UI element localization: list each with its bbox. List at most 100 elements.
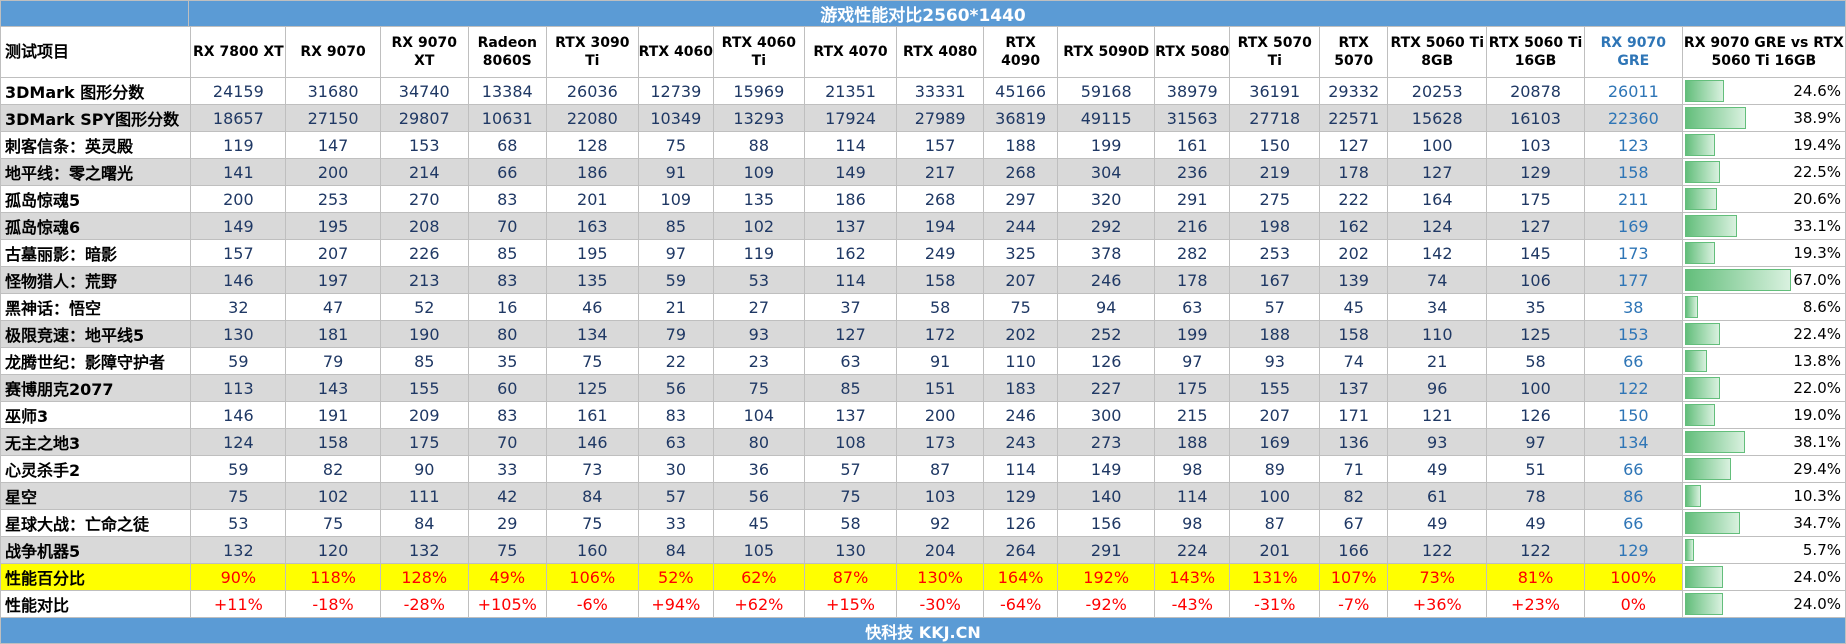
data-cell: 195 [285, 212, 381, 240]
data-cell: 135 [545, 266, 639, 294]
data-cell: 146 [190, 401, 287, 429]
table-row: 孤岛惊魂6 149 195 208 70 163 85 102 137 194 244 292 216 1… [0, 212, 1846, 240]
data-cell: 104 [713, 401, 805, 429]
data-cell: 75 [982, 293, 1059, 321]
data-cell: 90 [379, 455, 469, 483]
comparison-cell: 13.8% [1681, 347, 1846, 375]
data-cell: 183 [982, 374, 1059, 402]
data-cell: 98 [1154, 509, 1231, 537]
data-cell: 97 [1154, 347, 1231, 375]
perf-percent-row: 性能百分比 90% 118% 128% 49% 106% 52% 62% 87% 130% 164%… [0, 563, 1846, 591]
comparison-value: 22.5% [1793, 163, 1841, 181]
data-cell: 108 [803, 428, 898, 456]
column-header: RTX 4080 [896, 26, 984, 78]
data-cell: 264 [982, 536, 1059, 564]
data-cell: 91 [896, 347, 984, 375]
data-cell: 208 [379, 212, 469, 240]
data-cell: 149 [190, 212, 287, 240]
data-cell: 129 [1486, 158, 1585, 186]
data-cell: +105% [467, 590, 547, 618]
column-header: RX 9070 XT [379, 26, 469, 78]
data-cell: 291 [1154, 185, 1231, 213]
comparison-value: 38.1% [1793, 433, 1841, 451]
data-cell: 201 [1229, 536, 1321, 564]
data-cell: 162 [803, 239, 898, 267]
comparison-databar [1684, 80, 1724, 102]
data-cell: 130% [896, 563, 984, 591]
data-cell: 75 [467, 536, 547, 564]
comparison-cell: 5.7% [1681, 536, 1846, 564]
data-cell: -28% [379, 590, 469, 618]
data-cell: 202 [982, 320, 1059, 348]
column-header: Radeon 8060S [467, 26, 547, 78]
data-cell: 124 [1387, 212, 1488, 240]
comparison-cell: 67.0% [1681, 266, 1846, 294]
data-cell: 226 [379, 239, 469, 267]
comparison-cell: 22.0% [1681, 374, 1846, 402]
comparison-cell: 38.1% [1681, 428, 1846, 456]
column-header: RTX 4070 [803, 26, 898, 78]
data-cell: 137 [803, 212, 898, 240]
data-cell: 46 [545, 293, 639, 321]
comparison-column-header: RX 9070 GRE vs RTX 5060 Ti 16GB [1681, 26, 1846, 78]
data-cell: 140 [1057, 482, 1156, 510]
data-cell: +11% [190, 590, 287, 618]
comparison-value: 19.4% [1793, 136, 1841, 154]
table-row: 无主之地3 124 158 175 70 146 63 80 108 173 243 273 188 16… [0, 428, 1846, 456]
data-cell: 137 [803, 401, 898, 429]
data-cell: 216 [1154, 212, 1231, 240]
data-cell: 49115 [1057, 104, 1156, 132]
data-cell: 83 [467, 185, 547, 213]
comparison-cell: 10.3% [1681, 482, 1846, 510]
row-label: 3DMark SPY图形分数 [0, 104, 192, 132]
data-cell: 126 [1057, 347, 1156, 375]
data-cell: -31% [1229, 590, 1321, 618]
data-cell: 93 [1387, 428, 1488, 456]
data-cell: 177 [1583, 266, 1683, 294]
data-cell: 268 [982, 158, 1059, 186]
data-cell: 158 [896, 266, 984, 294]
table-row: 怪物猎人：荒野 146 197 213 83 135 59 53 114 158 207 246 178… [0, 266, 1846, 294]
data-cell: 88 [713, 131, 805, 159]
table-title-text: 游戏性能对比2560*1440 [820, 6, 1026, 26]
row-label: 星球大战：亡命之徒 [0, 509, 192, 537]
data-cell: 49% [467, 563, 547, 591]
comparison-value: 38.9% [1793, 109, 1841, 127]
data-cell: 325 [982, 239, 1059, 267]
data-cell: 249 [896, 239, 984, 267]
data-cell: 158 [1583, 158, 1683, 186]
data-cell: 166 [1319, 536, 1389, 564]
comparison-databar [1684, 296, 1699, 318]
data-cell: 59 [637, 266, 715, 294]
data-cell: 178 [1154, 266, 1231, 294]
data-cell: 80 [713, 428, 805, 456]
data-cell: 158 [1319, 320, 1389, 348]
data-cell: 132 [190, 536, 287, 564]
data-cell: 87 [896, 455, 984, 483]
data-cell: 127 [1486, 212, 1585, 240]
row-label: 巫师3 [0, 401, 192, 429]
data-cell: 122 [1583, 374, 1683, 402]
data-cell: 169 [1229, 428, 1321, 456]
data-cell: 62% [713, 563, 805, 591]
data-cell: 127 [803, 320, 898, 348]
data-cell: 200 [896, 401, 984, 429]
column-header: RTX 5090D [1057, 26, 1156, 78]
row-label: 赛博朋克2077 [0, 374, 192, 402]
comparison-value: 10.3% [1793, 487, 1841, 505]
data-cell: 202 [1319, 239, 1389, 267]
data-cell: 304 [1057, 158, 1156, 186]
data-cell: 172 [896, 320, 984, 348]
data-cell: 155 [379, 374, 469, 402]
comparison-cell: 22.4% [1681, 320, 1846, 348]
table-row: 地平线：零之曙光 141 200 214 66 186 91 109 149 217 268 304 2… [0, 158, 1846, 186]
data-cell: 188 [1229, 320, 1321, 348]
data-cell: 111 [379, 482, 469, 510]
data-cell: 213 [379, 266, 469, 294]
row-label: 地平线：零之曙光 [0, 158, 192, 186]
row-label: 性能对比 [0, 590, 192, 618]
data-cell: 100 [1486, 374, 1585, 402]
data-cell: 96 [1387, 374, 1488, 402]
data-cell: 103 [896, 482, 984, 510]
column-header: RTX 5060 Ti 16GB [1486, 26, 1585, 78]
